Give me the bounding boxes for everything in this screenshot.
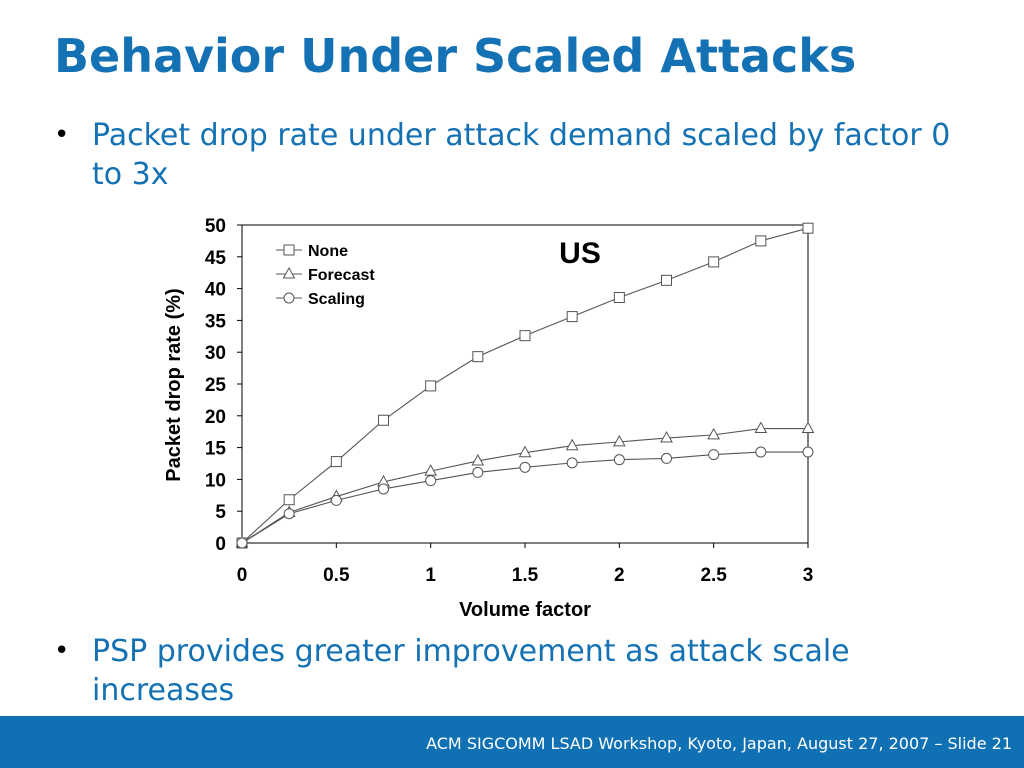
data-point-scaling: [519, 461, 531, 473]
data-point-forecast: [471, 453, 485, 466]
data-point-none: [802, 222, 814, 234]
chart-series: [235, 222, 815, 549]
series-scaling: [236, 446, 814, 549]
data-point-forecast: [754, 421, 768, 434]
bullet-item: • PSP provides greater improvement as at…: [54, 632, 954, 710]
x-tick-label: 0: [237, 565, 248, 586]
legend-item-scaling: Scaling: [276, 291, 365, 308]
y-tick-label: 25: [205, 375, 227, 396]
legend-label: None: [308, 243, 348, 260]
y-tick-label: 35: [205, 311, 227, 332]
bullet-dot-icon: •: [54, 120, 70, 150]
data-point-scaling: [425, 475, 437, 487]
y-tick-label: 50: [205, 216, 226, 237]
data-point-none: [755, 235, 767, 247]
legend-label: Forecast: [308, 267, 375, 284]
slide-title: Behavior Under Scaled Attacks: [54, 29, 857, 83]
chart-legend: None Forecast Scaling: [276, 243, 375, 308]
bullet-text: Packet drop rate under attack demand sca…: [92, 118, 951, 192]
data-point-none: [378, 414, 389, 426]
legend-label: Scaling: [308, 291, 365, 308]
y-tick-label: 10: [205, 470, 226, 491]
data-point-forecast: [565, 438, 579, 451]
bullet-item: • Packet drop rate under attack demand s…: [54, 116, 954, 194]
data-point-none: [472, 351, 484, 363]
x-tick-label: 3: [803, 565, 814, 586]
data-point-scaling: [378, 483, 389, 495]
data-point-forecast: [707, 427, 721, 440]
data-point-none: [283, 494, 295, 506]
y-tick-label: 30: [205, 343, 226, 364]
data-point-none: [661, 274, 672, 286]
x-tick-label: 2.5: [700, 565, 727, 586]
data-point-scaling: [566, 457, 578, 469]
data-point-none: [425, 380, 437, 392]
data-point-scaling: [802, 446, 814, 458]
y-tick-label: 45: [205, 248, 227, 269]
data-point-scaling: [330, 494, 342, 506]
data-point-none: [330, 456, 342, 468]
y-tick-label: 40: [205, 280, 226, 301]
legend-marker-square-icon: [283, 244, 295, 256]
legend-item-none: None: [276, 243, 348, 260]
x-tick-label: 0.5: [323, 565, 350, 586]
x-tick-label: 1: [425, 565, 436, 586]
data-point-scaling: [755, 446, 767, 458]
data-point-scaling: [708, 449, 720, 461]
data-point-forecast: [612, 434, 626, 447]
x-axis-label: Volume factor: [459, 599, 591, 621]
data-point-scaling: [283, 508, 295, 520]
chart-annotation: US: [559, 237, 601, 270]
legend-marker-circle-icon: [283, 292, 295, 304]
data-point-none: [519, 330, 531, 342]
bullet-dot-icon: •: [54, 636, 70, 666]
data-point-none: [566, 311, 578, 323]
data-point-forecast: [801, 421, 815, 434]
x-tick-label: 2: [614, 565, 625, 586]
footer-bar: ACM SIGCOMM LSAD Workshop, Kyoto, Japan,…: [0, 716, 1024, 768]
y-tick-label: 20: [205, 407, 226, 428]
data-point-none: [708, 256, 720, 268]
y-tick-label: 15: [205, 439, 227, 460]
data-point-scaling: [661, 452, 672, 464]
y-axis-label: Packet drop rate (%): [163, 288, 185, 481]
x-tick-label: 1.5: [512, 565, 539, 586]
data-point-scaling: [613, 454, 625, 466]
data-point-scaling: [472, 466, 484, 478]
data-point-none: [613, 292, 625, 304]
y-tick-label: 5: [215, 502, 226, 523]
data-point-forecast: [518, 445, 532, 458]
data-point-scaling: [236, 537, 248, 549]
line-chart: 0 5 10 15 20 25 30 35 40 45 50 0 0.5 1 1.5 2 2.5 3 None Fo…: [163, 216, 815, 621]
bullet-text: PSP provides greater improvement as atta…: [92, 634, 850, 708]
y-tick-label: 0: [215, 534, 226, 555]
legend-item-forecast: Forecast: [276, 266, 375, 284]
footer-text: ACM SIGCOMM LSAD Workshop, Kyoto, Japan,…: [426, 734, 1012, 753]
legend-marker-triangle-icon: [282, 266, 296, 279]
series-none: [236, 222, 814, 549]
data-point-forecast: [660, 431, 673, 443]
data-point-forecast: [424, 464, 438, 476]
series-forecast: [235, 421, 815, 548]
chart-ticks: 0 5 10 15 20 25 30 35 40 45 50 0 0.5 1 1.5 2 2.5 3: [205, 216, 813, 586]
